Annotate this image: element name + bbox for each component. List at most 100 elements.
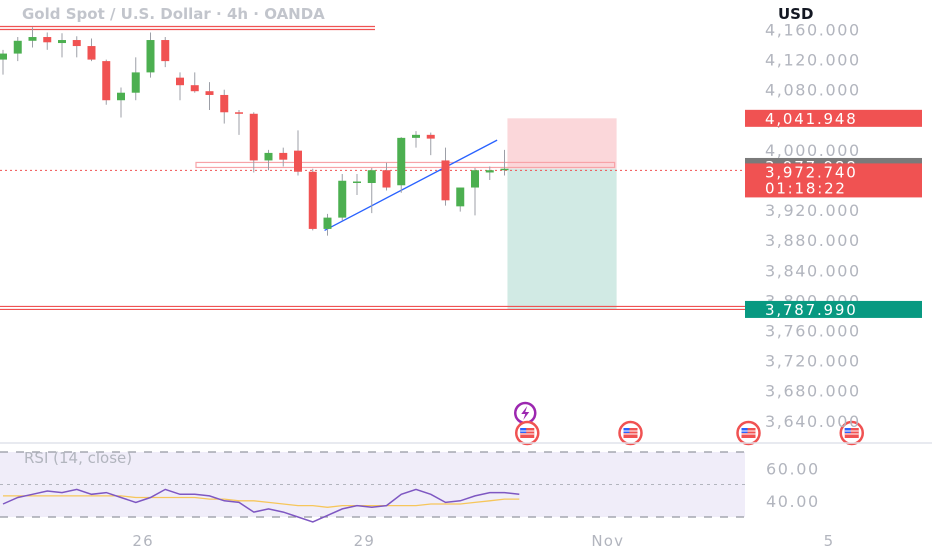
candle[interactable]: [308, 168, 317, 231]
price-tick-label: 4,120.000: [765, 51, 861, 70]
candle-body: [117, 92, 125, 101]
candle-body: [264, 152, 273, 161]
candle-body: [0, 53, 7, 60]
time-tick-label: Nov: [591, 532, 624, 550]
time-axis[interactable]: 26 29 Nov 5: [132, 532, 834, 550]
price-tick-label: 3,920.000: [765, 201, 861, 220]
price-tick-label: 3,840.000: [765, 261, 861, 280]
candle[interactable]: [13, 37, 22, 62]
flag-stripes: [844, 428, 859, 438]
candle[interactable]: [87, 38, 96, 62]
candle-body: [279, 152, 288, 160]
candle-body: [441, 160, 450, 201]
candle[interactable]: [353, 173, 361, 196]
candle[interactable]: [323, 213, 332, 236]
candle[interactable]: [131, 57, 140, 101]
candle[interactable]: [338, 173, 347, 221]
rsi-pane[interactable]: RSI (14, close) 60.00 40.00: [0, 442, 932, 523]
candle[interactable]: [0, 49, 7, 75]
candle-body: [456, 187, 465, 207]
candle-body: [28, 37, 37, 41]
candle[interactable]: [500, 149, 509, 176]
price-label-bg: [745, 300, 922, 318]
price-label-bg: [745, 163, 922, 198]
candle-body: [13, 40, 22, 54]
candle[interactable]: [412, 131, 420, 148]
price-tick-label: 4,160.000: [765, 21, 861, 40]
candle[interactable]: [456, 187, 465, 212]
candle[interactable]: [28, 27, 37, 48]
candle-body: [146, 40, 155, 73]
candle-body: [412, 134, 420, 138]
candle-body: [500, 168, 509, 171]
price-label-text: 3,972.740: [765, 163, 858, 181]
candle-body: [72, 40, 81, 47]
candle[interactable]: [397, 137, 406, 193]
price-tick-label: 4,080.000: [765, 81, 861, 100]
price-label: 4,041.948: [745, 109, 922, 128]
time-tick-label: 29: [354, 532, 376, 550]
candle-body: [367, 170, 376, 184]
candle[interactable]: [161, 37, 170, 68]
candle[interactable]: [382, 162, 391, 191]
position-stop-zone: [507, 118, 617, 169]
candle[interactable]: [264, 149, 273, 171]
candle[interactable]: [58, 33, 66, 58]
candle[interactable]: [485, 166, 494, 180]
rsi-label: RSI (14, close): [24, 449, 132, 467]
candle-body: [43, 37, 52, 43]
candle-body: [485, 170, 494, 173]
candle[interactable]: [294, 130, 302, 176]
rsi-ma-line: [3, 495, 520, 508]
candle[interactable]: [205, 82, 214, 111]
candle-body: [308, 171, 317, 229]
candle[interactable]: [249, 112, 258, 173]
candles-layer[interactable]: [0, 27, 509, 236]
candle[interactable]: [72, 36, 81, 58]
rsi-tick-label: 60.00: [766, 459, 820, 478]
candle[interactable]: [117, 87, 125, 118]
price-axis[interactable]: 4,160.0004,120.0004,080.0004,040.0004,00…: [765, 21, 861, 431]
candle-body: [323, 217, 332, 229]
us-economic-event-icon[interactable]: [515, 420, 540, 446]
candle[interactable]: [367, 167, 376, 214]
candle-body: [338, 180, 347, 218]
candle-body: [235, 112, 243, 114]
time-tick-label: 26: [132, 532, 154, 550]
candle[interactable]: [235, 110, 243, 135]
events-layer[interactable]: [514, 401, 864, 446]
candle-body: [58, 40, 66, 44]
candle-body: [190, 85, 199, 92]
price-tick-label: 3,680.000: [765, 382, 861, 401]
candle[interactable]: [176, 72, 184, 101]
price-tick-label: 4,000.000: [765, 141, 861, 160]
candle[interactable]: [471, 167, 479, 216]
chart-title: Gold Spot / U.S. Dollar · 4h · OANDA: [22, 5, 325, 23]
candle[interactable]: [220, 89, 229, 124]
candle-body: [220, 94, 229, 113]
time-tick-label: 5: [824, 532, 835, 550]
candle-body: [382, 170, 391, 188]
us-economic-event-icon[interactable]: [839, 420, 864, 446]
us-economic-event-icon[interactable]: [736, 420, 761, 446]
us-economic-event-icon[interactable]: [618, 420, 643, 446]
candle[interactable]: [190, 72, 199, 93]
flag-stripes: [623, 428, 638, 438]
lightning-icon: [521, 406, 530, 420]
candle-body: [161, 40, 170, 62]
currency-label: USD: [778, 5, 813, 23]
candle-body: [176, 77, 184, 86]
position-target-zone: [507, 168, 617, 310]
candle[interactable]: [102, 59, 111, 105]
candle[interactable]: [426, 132, 435, 156]
flag-stripes: [520, 428, 535, 438]
candle[interactable]: [279, 147, 288, 167]
rsi-tick-label: 40.00: [766, 492, 820, 511]
candle[interactable]: [146, 32, 155, 78]
candle[interactable]: [441, 147, 450, 206]
candle-body: [471, 170, 479, 188]
candle[interactable]: [43, 32, 52, 50]
candle-body: [397, 137, 406, 186]
countdown-text: 01:18:22: [765, 179, 847, 197]
